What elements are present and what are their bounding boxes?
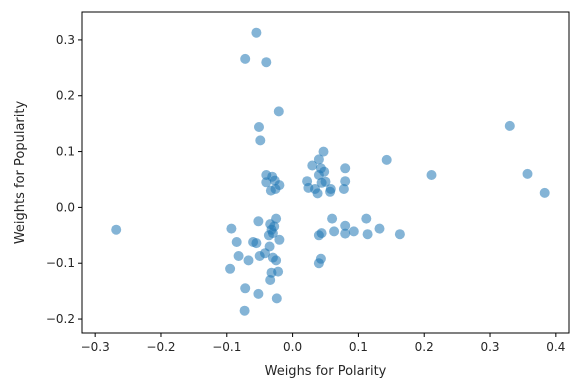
data-point xyxy=(225,263,236,274)
data-point xyxy=(504,120,515,131)
data-point xyxy=(522,168,533,179)
x-tick-label: 0.1 xyxy=(349,340,368,354)
data-point xyxy=(240,283,251,294)
y-tick-label: 0.0 xyxy=(56,200,75,214)
data-point xyxy=(313,170,324,180)
data-point xyxy=(243,255,254,266)
data-point xyxy=(271,255,282,266)
x-tick-label: 0.0 xyxy=(283,340,302,354)
data-point xyxy=(361,213,372,224)
data-point xyxy=(329,226,340,237)
data-point xyxy=(338,184,349,194)
y-axis-label: Weights for Popularity xyxy=(13,101,28,245)
data-point xyxy=(313,258,324,269)
data-point xyxy=(251,27,262,38)
y-tick-label: 0.1 xyxy=(56,145,75,159)
x-tick-label: −0.2 xyxy=(146,340,175,354)
data-point xyxy=(394,229,405,240)
data-point xyxy=(312,188,323,199)
data-point xyxy=(271,213,282,224)
data-point xyxy=(340,176,351,187)
y-axis-ticks: −0.2 −0.1 0.0 0.1 0.2 0.3 xyxy=(46,33,82,326)
data-point xyxy=(340,220,351,231)
data-point xyxy=(316,177,327,188)
y-tick-label: 0.2 xyxy=(56,89,75,103)
data-point xyxy=(374,223,385,234)
data-point xyxy=(426,170,437,180)
data-point xyxy=(340,163,351,174)
data-point xyxy=(340,228,351,239)
data-point xyxy=(313,154,324,165)
x-tick-label: −0.3 xyxy=(81,340,110,354)
data-point xyxy=(265,275,276,285)
data-point xyxy=(274,234,285,245)
x-tick-label: −0.1 xyxy=(212,340,241,354)
data-point xyxy=(316,228,327,239)
data-point xyxy=(240,53,251,64)
data-point xyxy=(231,237,242,247)
data-point xyxy=(261,57,272,68)
y-tick-label: −0.1 xyxy=(46,256,75,270)
x-tick-label: 0.4 xyxy=(546,340,565,354)
data-point xyxy=(263,230,274,241)
data-point xyxy=(239,305,250,316)
data-point xyxy=(253,216,264,227)
y-tick-label: −0.2 xyxy=(46,312,75,326)
data-point xyxy=(325,186,336,197)
data-point xyxy=(254,251,265,261)
y-tick-label: 0.3 xyxy=(56,33,75,47)
x-axis-label: Weighs for Polarity xyxy=(265,364,387,379)
data-point xyxy=(318,146,329,157)
x-tick-label: 0.3 xyxy=(480,340,499,354)
data-point xyxy=(348,226,359,237)
data-point xyxy=(271,293,282,304)
data-point xyxy=(327,213,338,224)
data-point xyxy=(111,224,122,235)
data-point xyxy=(226,223,237,234)
data-point xyxy=(362,229,373,240)
data-point xyxy=(255,135,266,146)
x-axis-ticks: −0.3 −0.2 −0.1 0.0 0.1 0.2 0.3 0.4 xyxy=(81,333,565,354)
x-tick-label: 0.2 xyxy=(415,340,434,354)
data-point xyxy=(251,238,262,249)
points-layer xyxy=(111,27,550,316)
data-point xyxy=(254,122,264,132)
data-point xyxy=(273,106,284,117)
data-point xyxy=(253,288,264,299)
data-point xyxy=(261,177,272,188)
data-point xyxy=(270,184,281,194)
data-point xyxy=(539,187,550,198)
data-point xyxy=(307,160,318,171)
data-point xyxy=(381,154,392,165)
plot-frame xyxy=(81,11,570,334)
data-point xyxy=(233,251,244,261)
